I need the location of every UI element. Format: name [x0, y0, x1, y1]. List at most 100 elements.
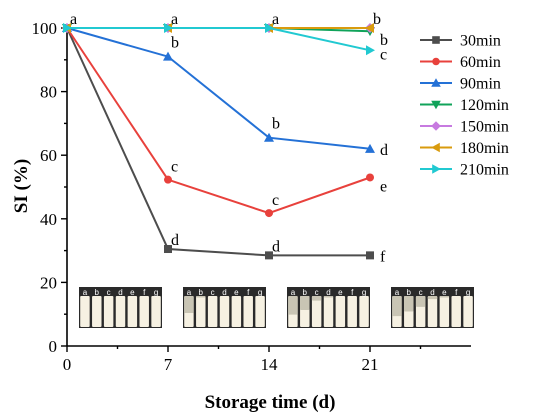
- significance-label: d: [380, 142, 388, 159]
- data-point: [164, 23, 173, 33]
- vial-letter: d: [326, 288, 330, 297]
- vial-letter: e: [130, 288, 135, 297]
- vial-letter: d: [430, 288, 434, 297]
- vial: [323, 296, 334, 327]
- data-point: [366, 173, 374, 182]
- x-tick-label: 7: [164, 355, 173, 374]
- vial-letter: g: [362, 288, 366, 297]
- vial: [139, 296, 149, 327]
- data-point: [432, 36, 440, 44]
- legend-item-90min: 90min: [420, 76, 501, 93]
- series-line: [66, 27, 370, 257]
- legend-item-150min: 150min: [420, 119, 509, 136]
- vial-clear-layer: [415, 296, 426, 307]
- vial-letter: c: [211, 288, 215, 297]
- vial-clear-layer: [288, 296, 298, 315]
- vial-clear-layer: [300, 296, 310, 310]
- significance-label: e: [380, 178, 387, 195]
- vial: [243, 296, 253, 327]
- data-point: [164, 245, 172, 254]
- vial-clear-layer: [311, 296, 322, 301]
- significance-label: b: [171, 35, 179, 52]
- vial: [127, 296, 138, 327]
- vial: [231, 296, 242, 327]
- legend: 30min 60min 90min 120min 150min 180min 210min: [420, 33, 509, 179]
- series-90min: [62, 23, 375, 153]
- legend-item-120min: 120min: [420, 97, 509, 114]
- vial: [427, 296, 438, 327]
- series-line: [66, 27, 371, 150]
- data-point: [432, 57, 440, 66]
- data-point: [431, 142, 440, 153]
- significance-label: c: [272, 192, 279, 209]
- vial-letter: c: [419, 288, 423, 297]
- vial-letter: d: [222, 288, 226, 297]
- y-tick-label: 80: [40, 83, 57, 102]
- data-point: [264, 132, 274, 142]
- series-30min: [63, 24, 374, 260]
- axes: 0 7 14 21 0 20 40 60 80 100: [32, 19, 471, 374]
- vial-letter: f: [247, 288, 250, 297]
- significance-label: c: [380, 46, 387, 63]
- vial-letter: e: [234, 288, 239, 297]
- significance-label: b: [380, 32, 388, 49]
- y-tick-label: 0: [49, 337, 58, 356]
- vial: [219, 296, 230, 327]
- data-point: [265, 251, 273, 260]
- data-point: [365, 143, 375, 153]
- vial-letter: f: [351, 288, 354, 297]
- vial-letter: f: [143, 288, 146, 297]
- legend-item-210min: 210min: [420, 162, 509, 179]
- y-tick-label: 20: [40, 273, 57, 292]
- data-point: [431, 78, 441, 87]
- vial: [207, 296, 218, 327]
- vial: [463, 296, 473, 327]
- vial: [359, 296, 369, 327]
- y-tick-label: 100: [32, 19, 58, 38]
- series-line: [66, 27, 371, 215]
- vial-letter: b: [199, 288, 204, 297]
- x-tick-label: 0: [63, 355, 72, 374]
- data-point: [431, 100, 441, 110]
- vial: [335, 296, 346, 327]
- data-point: [366, 45, 375, 56]
- vial-letter: b: [95, 288, 100, 297]
- vial: [92, 296, 102, 327]
- data-point: [431, 121, 441, 131]
- legend-item-30min: 30min: [420, 33, 501, 50]
- vial: [311, 296, 322, 327]
- vial: [115, 296, 126, 327]
- series-line: [67, 27, 371, 52]
- vial-letter: e: [442, 288, 447, 297]
- legend-label: 210min: [460, 162, 509, 179]
- vial: [451, 296, 461, 327]
- data-point: [265, 209, 273, 218]
- vial: [151, 296, 161, 327]
- significance-label: a: [70, 11, 77, 28]
- legend-label: 180min: [460, 140, 509, 157]
- legend-item-180min: 180min: [420, 140, 509, 157]
- significance-label: a: [171, 11, 178, 28]
- vial-letter: a: [291, 288, 296, 297]
- data-point: [163, 51, 173, 61]
- y-tick-label: 60: [40, 146, 57, 165]
- significance-label: a: [272, 11, 279, 28]
- y-axis-title: SI (%): [11, 159, 32, 213]
- series-layer: [62, 23, 375, 260]
- legend-label: 90min: [460, 76, 501, 93]
- vial-clear-layer: [404, 296, 414, 312]
- vial: [347, 296, 357, 327]
- vial-letter: e: [338, 288, 343, 297]
- data-point: [164, 175, 172, 184]
- vial-letter: c: [315, 288, 319, 297]
- x-tick-label: 14: [261, 355, 279, 374]
- y-tick-label: 40: [40, 210, 57, 229]
- vial-letter: c: [107, 288, 111, 297]
- x-tick-label: 21: [362, 355, 379, 374]
- data-point: [432, 164, 441, 174]
